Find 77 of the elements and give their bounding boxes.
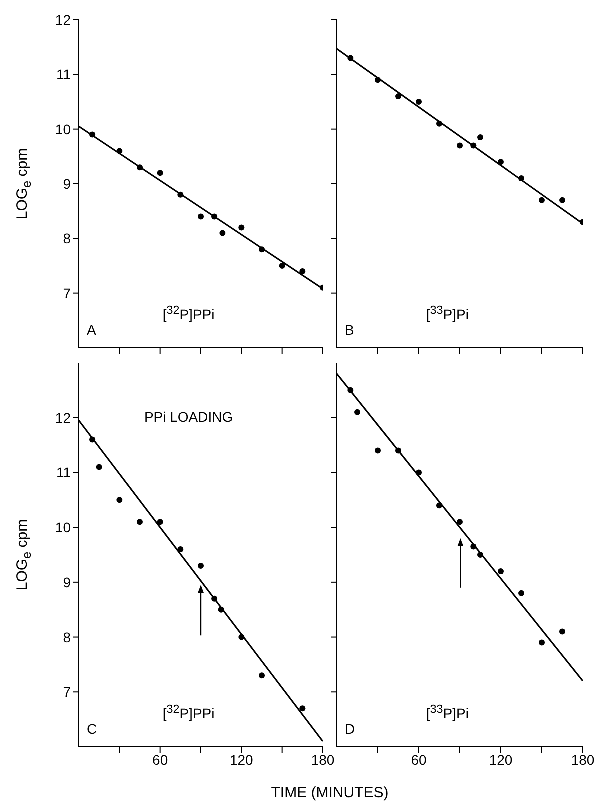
y-tick-label: 11	[56, 464, 72, 481]
point	[178, 192, 184, 198]
point	[375, 448, 381, 454]
point	[137, 164, 143, 171]
x-axis-title: TIME (MINUTES)	[271, 784, 389, 802]
point	[416, 470, 422, 476]
point	[539, 640, 545, 646]
point	[436, 120, 442, 127]
x-tick-label: 180	[311, 752, 335, 768]
point	[198, 214, 204, 220]
point	[137, 519, 143, 526]
point	[116, 148, 123, 154]
point	[300, 268, 306, 274]
point	[116, 497, 123, 504]
point	[90, 436, 96, 443]
y-tick-label: 10	[55, 520, 72, 536]
point	[470, 142, 477, 149]
point	[348, 387, 354, 394]
point	[212, 214, 218, 220]
point	[300, 706, 306, 712]
annotation: A	[87, 322, 96, 338]
x-tick-label: 120	[230, 752, 254, 768]
x-tick-label: 120	[489, 752, 513, 768]
point	[560, 197, 566, 204]
point	[416, 99, 422, 105]
annotation: PPi LOADING	[144, 409, 234, 425]
point	[436, 502, 442, 509]
point	[539, 197, 545, 204]
point	[375, 77, 381, 84]
point	[396, 448, 402, 454]
point	[157, 170, 164, 176]
y-tick-label: 7	[63, 285, 72, 302]
x-tick-label: 60	[411, 752, 427, 768]
y-tick-label: 8	[63, 230, 72, 247]
point	[198, 562, 204, 569]
point	[220, 230, 226, 236]
point	[518, 590, 524, 596]
point	[259, 672, 265, 679]
point	[90, 132, 96, 138]
point	[560, 628, 566, 635]
y-tick-label: 12	[55, 410, 72, 426]
y-tick-label: 12	[55, 12, 72, 28]
y-tick-label: 9	[63, 176, 72, 192]
annotation: C	[87, 721, 98, 737]
annotation: D	[345, 721, 356, 737]
point	[478, 134, 484, 141]
point	[259, 246, 265, 253]
point	[238, 224, 245, 231]
point	[96, 464, 102, 470]
annotation: [$^{33}$P]Pi	[426, 703, 469, 722]
point	[396, 94, 402, 100]
point	[478, 552, 484, 558]
point	[457, 142, 463, 149]
point	[457, 519, 463, 526]
x-tick-label: 60	[152, 752, 168, 768]
point	[218, 606, 224, 613]
point	[498, 159, 504, 166]
point	[212, 596, 218, 602]
point	[354, 409, 360, 416]
y-tick-label: 10	[55, 121, 72, 138]
point	[518, 176, 524, 182]
y-tick-label: 11	[56, 66, 72, 83]
annotation: B	[345, 322, 354, 338]
point	[348, 55, 354, 62]
annotation: [$^{32}$P]PPi	[162, 304, 215, 323]
point	[498, 568, 504, 574]
point	[470, 544, 477, 550]
point	[279, 263, 286, 269]
x-tick-label: 180	[571, 752, 595, 768]
y-tick-label: 9	[63, 574, 72, 590]
y-tick-label: 8	[63, 629, 72, 646]
y-tick-label: 7	[63, 684, 72, 700]
point	[178, 546, 184, 553]
point	[157, 519, 164, 526]
annotation: [$^{32}$P]PPi	[162, 703, 215, 722]
annotation: [$^{33}$P]Pi	[426, 304, 469, 323]
point	[238, 634, 245, 640]
